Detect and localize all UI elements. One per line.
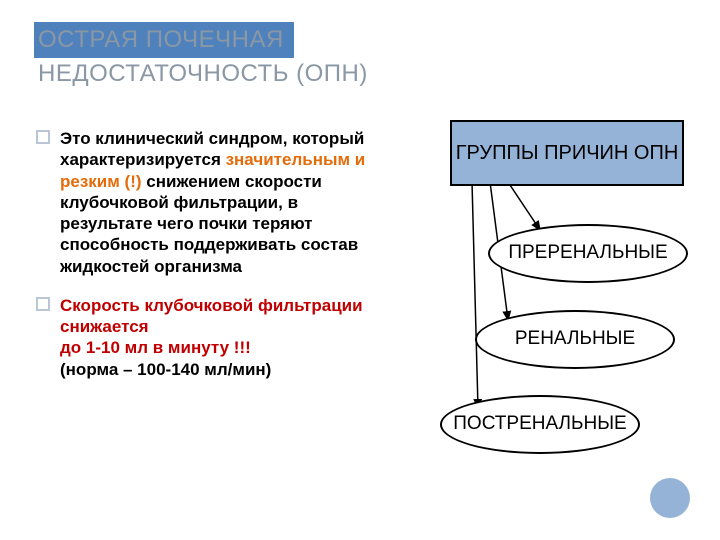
slide-title: ОСТРАЯ ПОЧЕЧНАЯ НЕДОСТАТОЧНОСТЬ (ОПН)	[34, 22, 368, 87]
slide: ОСТРАЯ ПОЧЕЧНАЯ НЕДОСТАТОЧНОСТЬ (ОПН) Эт…	[0, 0, 720, 540]
title-line-1: ОСТРАЯ ПОЧЕЧНАЯ	[38, 26, 284, 53]
diagram-child-label: ПОСТРЕНАЛЬНЫЕ	[453, 414, 626, 435]
title-line-2: НЕДОСТАТОЧНОСТЬ (ОПН)	[34, 60, 368, 88]
bullet-item: Это клинический синдром, который характе…	[60, 128, 380, 277]
bullet-marker-icon	[36, 297, 50, 311]
bullet-marker-icon	[36, 130, 50, 144]
body-text: Это клинический синдром, который характе…	[60, 128, 380, 398]
diagram-child-label: РЕНАЛЬНЫЕ	[515, 329, 635, 350]
diagram-child-node: ПРЕРЕНАЛЬНЫЕ	[488, 224, 688, 283]
bullet-item: Скорость клубочковой фильтрации снижаетс…	[60, 295, 380, 380]
decorative-circle-icon	[650, 478, 690, 518]
diagram: ГРУППЫ ПРИЧИН ОПН ПРЕРЕНАЛЬНЫЕ РЕНАЛЬНЫЕ…	[390, 120, 700, 520]
bullet-text-red2: до 1-10 мл в минуту !!!	[60, 338, 251, 357]
diagram-child-label: ПРЕРЕНАЛЬНЫЕ	[508, 243, 667, 264]
diagram-child-node: РЕНАЛЬНЫЕ	[475, 310, 675, 369]
bullet-text-red1: Скорость клубочковой фильтрации снижаетс…	[60, 296, 363, 336]
bullet-text-tail: (норма – 100-140 мл/мин)	[60, 360, 271, 379]
diagram-root-label: ГРУППЫ ПРИЧИН ОПН	[456, 142, 679, 165]
diagram-child-node: ПОСТРЕНАЛЬНЫЕ	[440, 395, 640, 454]
title-bar: ОСТРАЯ ПОЧЕЧНАЯ	[34, 22, 294, 58]
diagram-root-node: ГРУППЫ ПРИЧИН ОПН	[450, 120, 684, 186]
